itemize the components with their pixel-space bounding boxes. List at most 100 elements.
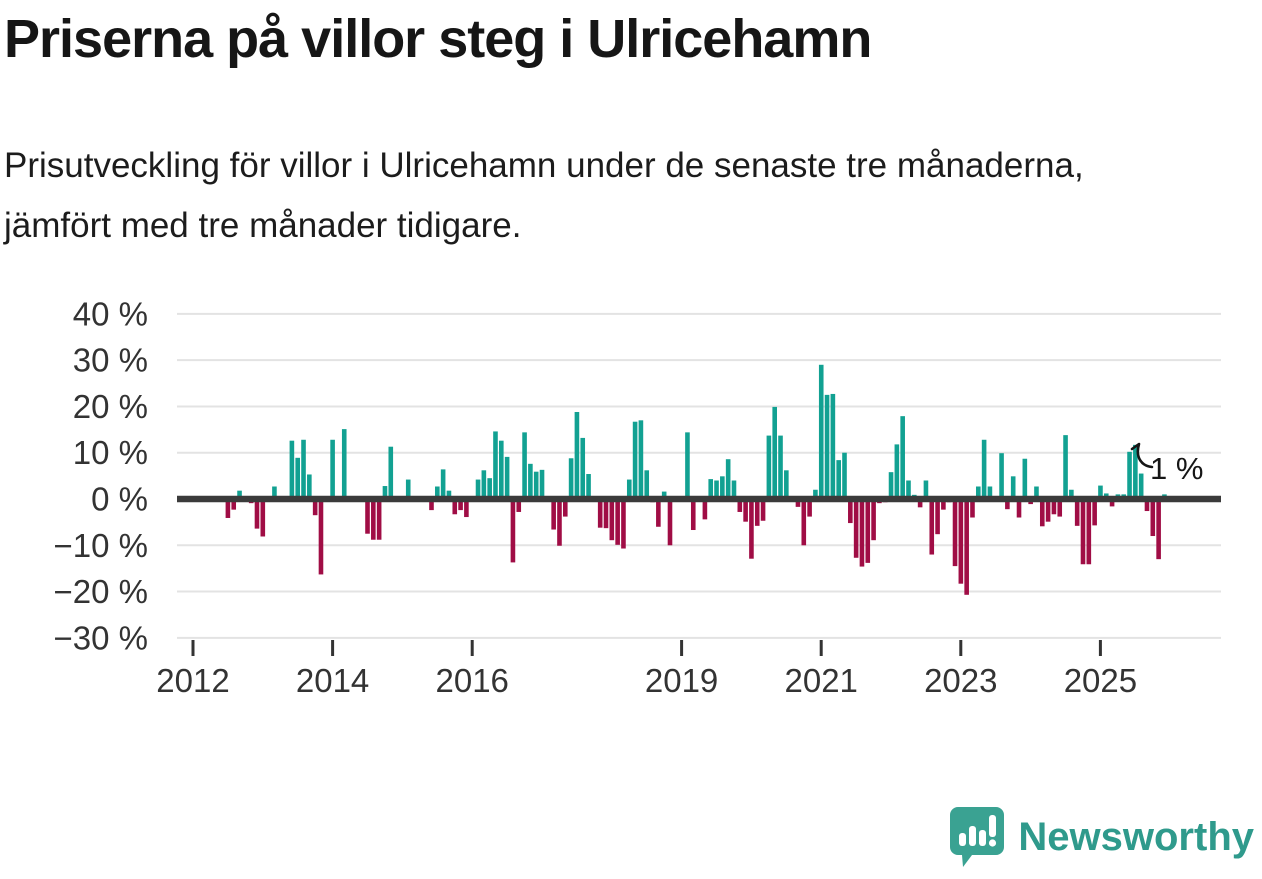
newsworthy-logo-icon (950, 807, 1005, 867)
chart-bar (731, 480, 737, 499)
logo-bar-small (959, 833, 967, 846)
chart-bar (778, 435, 783, 499)
chart-bar (714, 480, 719, 499)
chart-bar (318, 499, 324, 575)
chart-bar (1074, 499, 1080, 526)
x-axis-label: 2014 (296, 662, 369, 699)
chart-bar (749, 499, 754, 559)
chart-bar (603, 499, 609, 529)
chart-bar (970, 499, 975, 518)
chart-bar (894, 444, 900, 499)
chart-bar (562, 499, 568, 517)
chart-bar (429, 499, 434, 511)
x-axis-label: 2016 (435, 662, 508, 699)
chart-bar (853, 499, 859, 558)
brand-footer: Newsworthy (948, 805, 1254, 869)
brand-name: Newsworthy (1018, 814, 1254, 859)
chart-bar (999, 453, 1004, 499)
chart-bar (388, 446, 394, 499)
chart-bar (760, 499, 766, 521)
chart-bar (516, 499, 522, 512)
chart-bar (1057, 499, 1063, 517)
chart-bar (981, 439, 987, 499)
chart-bar (458, 499, 463, 511)
chart-bar (1063, 435, 1068, 499)
chart-bar (737, 499, 743, 512)
chart-bar (842, 452, 847, 499)
chart-bar (382, 486, 388, 499)
chart-bar (929, 499, 935, 555)
chart-bar (1069, 489, 1074, 499)
chart-bar (272, 486, 277, 499)
chart-bar (813, 489, 818, 499)
chart-bar (376, 499, 382, 540)
y-axis-label: −10 % (54, 527, 149, 564)
chart-bar (1039, 499, 1045, 527)
chart-bar (906, 480, 911, 499)
chart-bar (632, 421, 638, 499)
y-axis-label: −30 % (54, 619, 149, 656)
chart-bar (237, 490, 242, 499)
chart-bar (754, 499, 760, 526)
chart-bar (900, 416, 905, 499)
chart-bar (464, 499, 469, 518)
chart-bar (941, 499, 946, 510)
chart-bar (1156, 499, 1161, 560)
chart-bar (1016, 499, 1022, 518)
x-axis-label: 2025 (1064, 662, 1137, 699)
chart-bar (1098, 485, 1103, 499)
chart-bar (446, 490, 452, 499)
chart-bar (848, 499, 853, 524)
chart-bar (824, 394, 830, 499)
logo-exclamation-dot (989, 839, 997, 847)
chart-bar (435, 486, 440, 499)
chart-bar (1109, 499, 1115, 507)
chart-bar (690, 499, 696, 531)
chart-bar (743, 499, 748, 522)
x-axis-label: 2021 (784, 662, 857, 699)
chart-bar (371, 499, 376, 540)
chart-bar (964, 499, 969, 595)
chart-bar (935, 499, 940, 535)
chart-bar (621, 499, 626, 549)
chart-bar (725, 459, 731, 499)
chart-bar (1022, 458, 1028, 499)
chart-bar (1045, 499, 1051, 522)
chart-bar (452, 499, 458, 515)
chart-bar (836, 460, 841, 499)
chart-bar (341, 429, 347, 499)
chart-bar (615, 499, 620, 545)
chart-bar (987, 486, 993, 499)
chart-bar (609, 499, 615, 541)
chart-bar (917, 499, 923, 508)
y-axis-label: 0 % (91, 481, 148, 518)
chart-bar (295, 457, 301, 499)
chart-bar (958, 499, 964, 584)
chart-bar (539, 469, 545, 499)
logo-bar-medium (969, 826, 977, 846)
chart-bar (772, 406, 777, 499)
chart-bar (888, 472, 894, 499)
chart-bar (597, 499, 603, 528)
y-axis-label: 10 % (73, 434, 148, 471)
annotation-leader-line (1130, 442, 1154, 469)
chart-bar (1086, 499, 1092, 565)
logo-bubble (950, 807, 1005, 867)
chart-bar (568, 458, 574, 499)
chart-bar (638, 420, 644, 499)
chart-bar (1005, 499, 1010, 510)
chart-bar (580, 437, 586, 499)
chart-bar (1034, 486, 1039, 499)
chart-bar (871, 499, 876, 541)
chart-bar (440, 469, 446, 499)
chart-bar (661, 491, 667, 499)
chart-bar (528, 463, 533, 499)
y-axis-label: −20 % (54, 573, 149, 610)
chart-bar (312, 499, 318, 516)
x-axis-label: 2023 (924, 662, 997, 699)
chart-bar (481, 470, 487, 499)
chart-bar (551, 499, 556, 530)
chart-bar (365, 499, 370, 534)
chart-bar (795, 499, 801, 507)
chart-bar (586, 474, 591, 499)
